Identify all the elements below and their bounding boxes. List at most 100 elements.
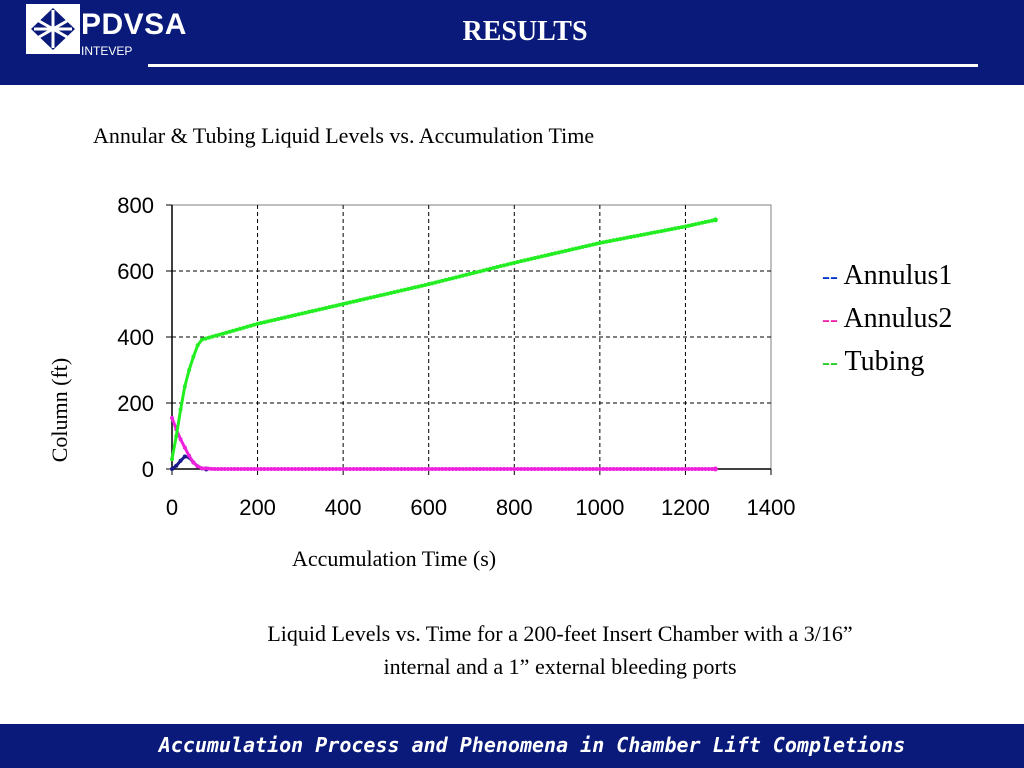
data-point-annulus2	[522, 467, 527, 471]
data-point-tubing	[573, 246, 578, 251]
chart-title: Annular & Tubing Liquid Levels vs. Accum…	[93, 123, 595, 148]
data-point-tubing	[327, 305, 332, 310]
data-point-tubing	[347, 300, 352, 305]
header-bar: PDVSA INTEVEP RESULTS	[0, 0, 1024, 85]
data-point-annulus2	[209, 466, 214, 471]
y-tick-label: 800	[117, 193, 154, 218]
data-point-tubing	[614, 237, 619, 242]
data-point-tubing	[563, 248, 568, 253]
legend: -- Annulus1 -- Annulus2 -- Tubing	[822, 255, 952, 384]
data-point-tubing	[467, 271, 472, 276]
data-point-annulus2	[239, 467, 244, 471]
legend-marker-annulus2: --	[822, 307, 838, 333]
data-point-annulus2	[632, 467, 637, 471]
data-point-tubing	[337, 302, 342, 307]
data-point-tubing	[306, 309, 311, 314]
data-point-tubing	[649, 231, 654, 236]
data-point-tubing	[632, 234, 637, 239]
data-point-tubing	[693, 222, 698, 227]
data-point-tubing	[433, 280, 438, 285]
data-point-annulus2	[536, 467, 541, 471]
data-point-tubing	[621, 236, 626, 241]
data-point-tubing	[645, 231, 650, 236]
data-point-tubing	[567, 248, 572, 253]
title-underline	[148, 64, 978, 67]
data-point-tubing	[669, 227, 674, 232]
data-point-annulus2	[430, 467, 435, 471]
data-point-annulus2	[710, 467, 715, 471]
data-point-tubing	[385, 291, 390, 296]
data-point-annulus2	[368, 467, 373, 471]
data-point-annulus2	[378, 467, 383, 471]
data-point-annulus2	[385, 467, 390, 471]
data-point-annulus2	[286, 467, 291, 471]
data-point-annulus2	[464, 467, 469, 471]
data-point-annulus2	[365, 467, 370, 471]
data-point-tubing	[712, 217, 718, 223]
data-point-tubing	[522, 258, 527, 263]
data-point-tubing	[368, 295, 373, 300]
caption-line-1: Liquid Levels vs. Time for a 200-feet In…	[267, 621, 853, 646]
data-point-tubing	[330, 304, 335, 309]
data-point-annulus2	[265, 467, 270, 471]
data-point-annulus2	[553, 467, 558, 471]
data-point-annulus2	[178, 437, 183, 442]
data-point-tubing	[601, 240, 606, 245]
data-point-annulus2	[279, 467, 284, 471]
data-point-annulus2	[255, 467, 260, 471]
data-point-annulus2	[389, 467, 394, 471]
data-point-annulus2	[563, 467, 568, 471]
data-point-tubing	[293, 313, 298, 318]
data-point-tubing	[430, 281, 435, 286]
data-point-annulus2	[570, 467, 575, 471]
data-point-annulus2	[423, 467, 428, 471]
data-point-tubing	[210, 334, 215, 339]
data-point-tubing	[361, 297, 366, 302]
data-point-annulus2	[696, 467, 701, 471]
data-point-tubing	[191, 354, 196, 359]
data-point-annulus2	[371, 467, 376, 471]
data-point-tubing	[279, 316, 284, 321]
data-point-tubing	[365, 296, 370, 301]
data-point-tubing	[334, 303, 339, 308]
data-point-tubing	[269, 318, 274, 323]
data-point-tubing	[553, 251, 558, 256]
data-point-annulus2	[584, 467, 589, 471]
x-axis-label: Accumulation Time (s)	[292, 546, 497, 571]
data-point-annulus2	[440, 467, 445, 471]
plot-area	[171, 204, 772, 470]
data-point-tubing	[696, 221, 701, 226]
data-point-tubing	[406, 286, 411, 291]
data-point-tubing	[703, 220, 708, 225]
data-point-tubing	[543, 253, 548, 258]
data-point-annulus2	[351, 467, 356, 471]
data-point-annulus2	[474, 467, 479, 471]
data-point-annulus2	[539, 467, 544, 471]
data-point-annulus2	[229, 467, 234, 471]
data-point-annulus2	[666, 467, 671, 471]
legend-label-annulus2: Annulus2	[843, 303, 953, 334]
data-point-annulus2	[306, 467, 311, 471]
data-point-tubing	[258, 321, 263, 326]
data-point-annulus2	[409, 467, 414, 471]
data-point-tubing	[245, 324, 250, 329]
data-point-tubing	[255, 321, 260, 326]
data-point-annulus2	[460, 467, 465, 471]
data-point-annulus2	[502, 467, 507, 471]
data-point-tubing	[450, 276, 455, 281]
y-axis-label: Column (ft)	[47, 357, 72, 463]
brand-subtitle: INTEVEP	[81, 44, 133, 58]
data-point-tubing	[272, 317, 277, 322]
y-tick-label: 600	[117, 259, 154, 284]
data-point-annulus2	[320, 467, 325, 471]
data-point-tubing	[570, 247, 575, 252]
data-point-tubing	[234, 327, 239, 332]
data-point-tubing	[187, 368, 192, 372]
data-point-annulus2	[347, 467, 352, 471]
data-point-annulus2	[354, 467, 359, 471]
data-point-annulus2	[282, 467, 287, 471]
data-point-annulus1	[178, 458, 183, 463]
data-point-annulus2	[450, 467, 455, 471]
data-point-tubing	[659, 229, 664, 234]
data-point-tubing	[231, 328, 236, 333]
